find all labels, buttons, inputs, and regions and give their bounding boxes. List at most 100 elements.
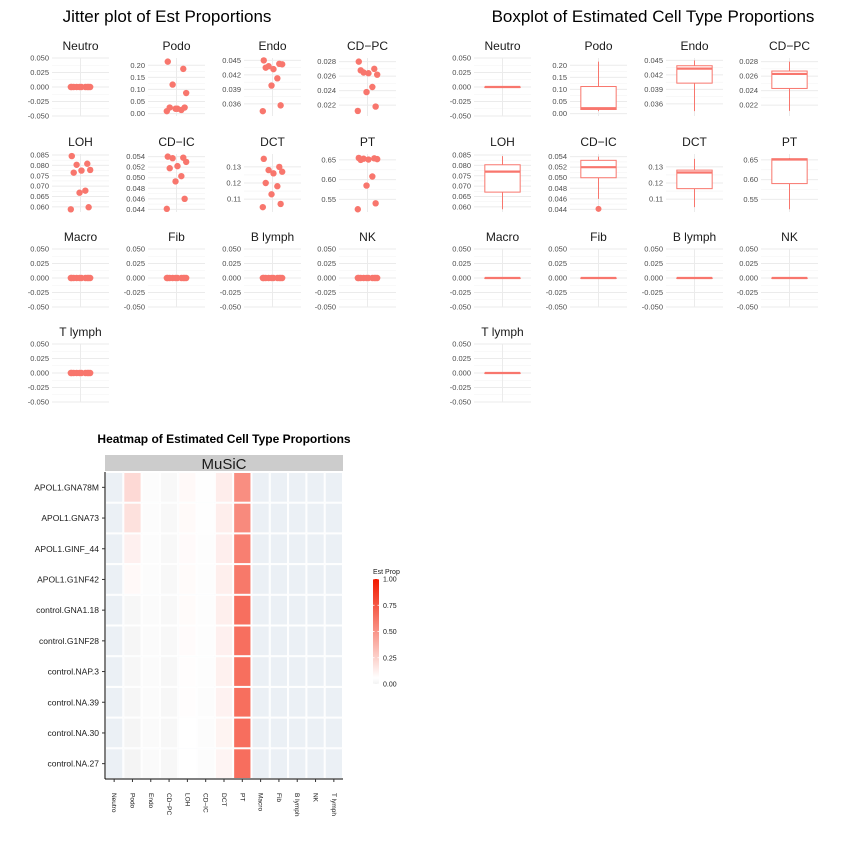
- box-y-tick-label: -0.050: [737, 303, 758, 312]
- jitter-y-tick-label: 0.085: [30, 151, 49, 160]
- box-y-tick-label: 0.046: [548, 194, 567, 203]
- box-y-tick-label: 0.050: [548, 173, 567, 182]
- box-y-tick-label: 0.026: [739, 72, 758, 81]
- jitter-point: [73, 161, 80, 168]
- jitter-y-tick-label: 0.050: [317, 245, 336, 254]
- heatmap-cell: [105, 717, 124, 749]
- jitter-point: [369, 173, 376, 180]
- box-y-tick-label: 0.085: [452, 151, 471, 160]
- heatmap-cell: [105, 472, 124, 503]
- heatmap-cell: [123, 502, 142, 534]
- jitter-y-tick-label: 0.050: [126, 245, 145, 254]
- heatmap-cell: [324, 656, 344, 687]
- box-y-tick-label: 0.55: [743, 195, 758, 204]
- box-y-tick-label: 0.000: [644, 274, 663, 283]
- heatmap-y-label: control.G1NF28: [39, 636, 99, 646]
- heatmap-legend-label: 0.00: [383, 682, 397, 689]
- box-y-tick-label: -0.025: [737, 288, 758, 297]
- heatmap-cell: [306, 502, 325, 534]
- jitter-y-tick-label: 0.15: [130, 73, 145, 82]
- jitter-y-tick-label: -0.050: [220, 303, 241, 312]
- jitter-point: [163, 107, 171, 115]
- jitter-facet-label: NK: [359, 230, 376, 244]
- jitter-y-tick-label: 0.11: [227, 195, 241, 204]
- heatmap-cell: [324, 686, 344, 718]
- heatmap-y-label: APOL1.GNA78M: [34, 482, 99, 492]
- heatmap-cell: [324, 502, 344, 534]
- heatmap-cell: [178, 502, 197, 534]
- box-y-tick-label: 0.20: [552, 61, 567, 70]
- heatmap-cell: [306, 656, 325, 687]
- heatmap-cell: [269, 564, 289, 595]
- jitter-point: [169, 155, 176, 162]
- heatmap-cell: [123, 717, 142, 749]
- heatmap-cell: [178, 717, 197, 749]
- heatmap-cell: [196, 472, 215, 503]
- jitter-facet-pt: PT 0.65 0.60 0.55: [321, 135, 396, 213]
- box-y-tick-label: 0.024: [739, 86, 758, 95]
- jitter-point: [268, 191, 275, 198]
- box-y-tick-label: 0.045: [644, 56, 663, 65]
- box-y-tick-label: 0.025: [452, 354, 471, 363]
- jitter-point: [181, 104, 188, 111]
- jitter-point: [262, 64, 269, 71]
- box-y-tick-label: 0.036: [644, 99, 663, 108]
- heatmap-y-label: control.NA.27: [48, 759, 100, 769]
- box-facet-label: PT: [782, 135, 798, 149]
- heatmap-cell: [178, 472, 197, 503]
- heatmap-x-label: Macro: [257, 793, 264, 811]
- box-y-tick-label: 0.054: [548, 152, 567, 161]
- jitter-facet-macro: Macro 0.050 0.025 0.000 -0.025 -0.050: [28, 230, 109, 312]
- box-y-tick-label: 0.070: [452, 182, 471, 191]
- jitter-point: [174, 162, 181, 170]
- jitter-point: [260, 155, 267, 163]
- jitter-facet-label: Fib: [168, 230, 185, 244]
- box-y-tick-label: 0.000: [452, 274, 471, 283]
- heatmap-cell: [251, 748, 270, 779]
- jitter-facet-label: T lymph: [59, 325, 101, 339]
- box-facet-nk: NK 0.050 0.025 0.000 -0.025 -0.050: [737, 230, 818, 312]
- jitter-y-tick-label: 0.070: [30, 182, 49, 191]
- jitter-y-tick-label: 0.075: [30, 171, 49, 180]
- jitter-y-tick-label: 0.050: [30, 340, 49, 349]
- jitter-y-tick-label: 0.025: [30, 68, 49, 77]
- heatmap: Heatmap of Estimated Cell Type Proportio…: [34, 432, 400, 817]
- box-y-tick-label: 0.025: [452, 259, 471, 268]
- heatmap-x-label: B lymph: [293, 793, 300, 817]
- jitter-point: [354, 206, 362, 213]
- box-y-tick-label: 0.080: [452, 161, 471, 170]
- box-y-tick-label: 0.050: [452, 340, 471, 349]
- heatmap-y-label: control.NA.30: [48, 728, 100, 738]
- box-y-tick-label: 0.042: [644, 70, 663, 79]
- jitter-point: [369, 83, 376, 91]
- box-y-tick-label: 0.025: [739, 259, 758, 268]
- heatmap-cell: [123, 533, 142, 565]
- heatmap-cell: [159, 472, 179, 503]
- heatmap-cell: [324, 717, 344, 749]
- heatmap-x-label: Podo: [128, 793, 135, 809]
- jitter-y-tick-label: 0.050: [222, 245, 241, 254]
- heatmap-x-label: Neutro: [110, 793, 117, 813]
- heatmap-cell: [233, 656, 252, 687]
- box-y-tick-label: 0.00: [552, 109, 567, 118]
- box-y-tick-label: -0.025: [450, 288, 471, 297]
- box-y-tick-label: 0.000: [452, 83, 471, 92]
- jitter-point: [178, 172, 185, 180]
- box-y-tick-label: 0.052: [548, 163, 567, 172]
- heatmap-cell: [288, 748, 307, 779]
- jitter-point: [259, 274, 267, 282]
- box-facet-label: CD−IC: [580, 135, 617, 149]
- heatmap-cell: [214, 533, 234, 565]
- box-y-tick-label: 0.028: [739, 57, 758, 66]
- jitter-y-tick-label: 0.000: [30, 83, 49, 92]
- heatmap-legend-colorbar: [373, 579, 379, 684]
- box-iqr: [676, 65, 713, 84]
- heatmap-cell: [306, 717, 325, 749]
- heatmap-cell: [159, 594, 179, 626]
- jitter-point: [365, 156, 372, 163]
- jitter-point: [268, 82, 275, 89]
- box-y-tick-label: 0.025: [452, 68, 471, 77]
- heatmap-x-label: Fib: [275, 793, 282, 802]
